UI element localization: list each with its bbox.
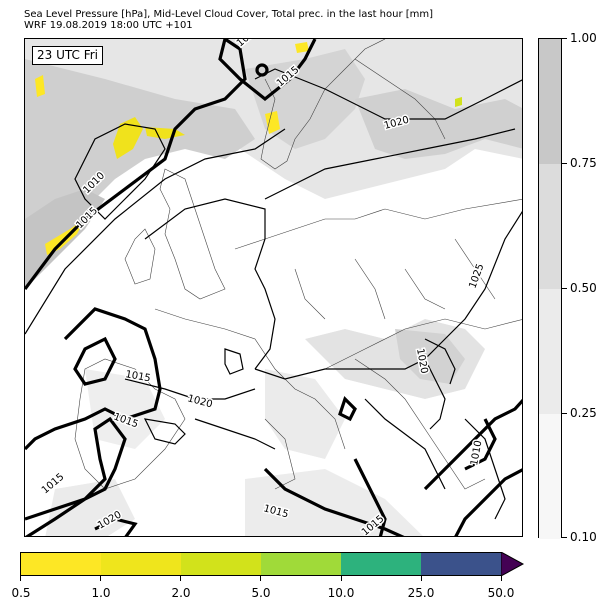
cloud-cover-tick-label: 0.75 [570, 156, 597, 170]
precip-tick-label: 0.5 [11, 586, 31, 600]
precip-tick [180, 576, 181, 581]
cloud-cover-tick [562, 163, 567, 164]
precip-tick-label: 1.0 [91, 586, 111, 600]
cloud-cover-tick [562, 288, 567, 289]
precipitation-colorbar [20, 552, 502, 576]
model-run-subtitle: WRF 19.08.2019 18:00 UTC +101 [24, 20, 193, 31]
precip-tick [20, 576, 21, 581]
cloud-cover-colorbar [538, 38, 562, 539]
cloud-cover-tick-label: 0.10 [570, 530, 597, 544]
isobars-1015-thick [25, 39, 522, 536]
cloud-cover-tick [562, 537, 567, 538]
precip-band [421, 553, 501, 575]
valid-time-label: 23 UTC Fri [32, 46, 103, 65]
isobar-label: 1025 [467, 262, 486, 290]
precip-tick-label: 2.0 [171, 586, 191, 600]
map-title: Sea Level Pressure [hPa], Mid-Level Clou… [24, 9, 434, 20]
cloud-cover-tick [562, 38, 567, 39]
cloud-cover-band [539, 164, 561, 289]
cloud-cover-shading [25, 39, 522, 536]
precip-band [181, 553, 261, 575]
cloud-cover-tick-label: 0.25 [570, 406, 597, 420]
precip-tick [341, 576, 342, 581]
cloud-cover-band [539, 289, 561, 414]
map-graphics: 1015 1010 1015 1020 1025 1020 1015 1020 … [25, 39, 522, 536]
colorbar-extend-arrow [501, 552, 525, 576]
cloud-cover-band [539, 414, 561, 539]
isobar-label: 1020 [186, 393, 213, 410]
precip-band [101, 553, 181, 575]
isobars-thin [25, 68, 522, 520]
precip-tick-label: 50.0 [487, 586, 515, 600]
precip-band [261, 553, 341, 575]
coastlines-borders [74, 39, 522, 490]
weather-map: 1015 1010 1015 1020 1025 1020 1015 1020 … [24, 38, 523, 537]
cloud-cover-tick-label: 1.00 [570, 31, 597, 45]
precip-band [21, 553, 101, 575]
precip-tick-label: 10.0 [327, 586, 355, 600]
precip-tick [100, 576, 101, 581]
cloud-cover-tick-label: 0.50 [570, 281, 597, 295]
cloud-cover-tick [562, 413, 567, 414]
precip-tick [260, 576, 261, 581]
precip-tick [501, 576, 502, 581]
precip-tick-label: 5.0 [251, 586, 271, 600]
precip-tick [421, 576, 422, 581]
precip-band [341, 553, 421, 575]
cloud-cover-band [539, 39, 561, 164]
precip-tick-label: 25.0 [407, 586, 435, 600]
